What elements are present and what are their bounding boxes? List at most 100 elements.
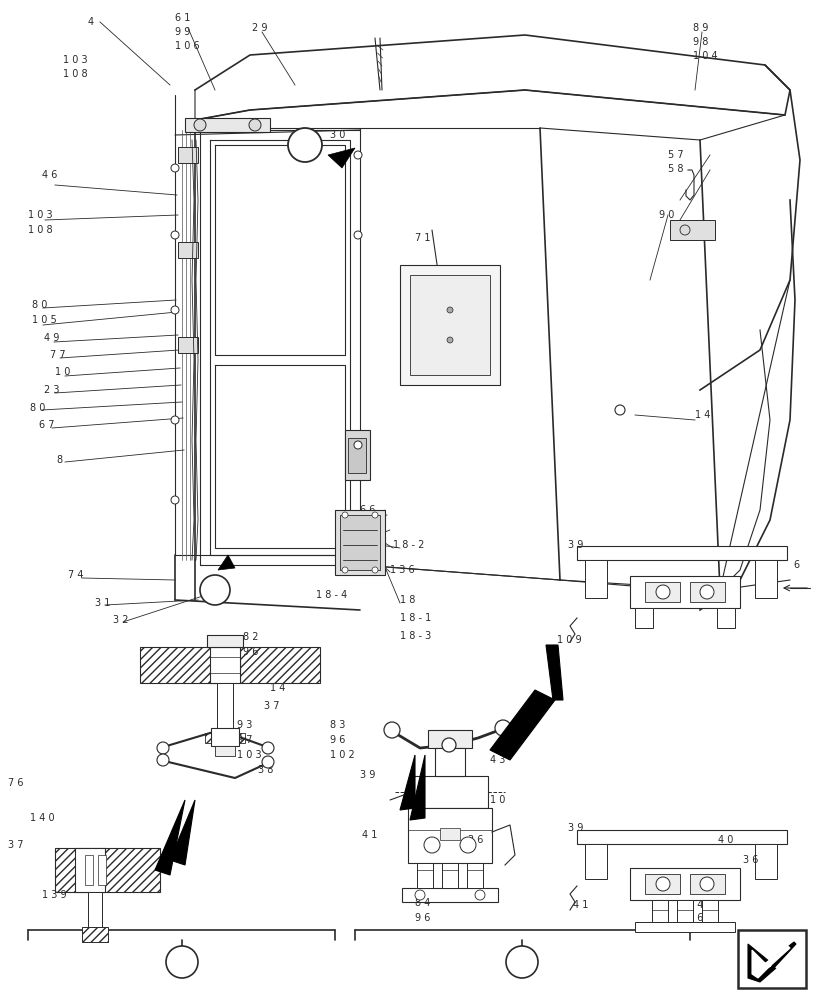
Bar	[630, 868, 740, 900]
Circle shape	[680, 225, 690, 235]
Bar	[585, 560, 607, 598]
Polygon shape	[400, 755, 415, 810]
Circle shape	[700, 877, 714, 891]
Bar	[635, 608, 653, 628]
Text: 1 8 - 3: 1 8 - 3	[400, 631, 431, 641]
Text: 1 0 3: 1 0 3	[63, 55, 87, 65]
Polygon shape	[752, 946, 790, 978]
Text: 8 9: 8 9	[693, 23, 708, 33]
Text: 1 0 9: 1 0 9	[557, 635, 582, 645]
Text: 1 4: 1 4	[270, 683, 286, 693]
Bar	[210, 647, 240, 683]
Text: 1 0: 1 0	[55, 367, 70, 377]
Text: 1 0 3: 1 0 3	[237, 750, 262, 760]
Text: 9 8: 9 8	[693, 37, 708, 47]
Circle shape	[615, 405, 625, 415]
Text: 1 8 - 2: 1 8 - 2	[393, 540, 424, 550]
Circle shape	[354, 231, 362, 239]
Circle shape	[171, 164, 179, 172]
Circle shape	[171, 306, 179, 314]
Text: 3 2: 3 2	[113, 615, 128, 625]
Bar	[645, 874, 680, 894]
Bar	[205, 733, 213, 743]
Bar	[402, 888, 498, 902]
Text: 1 4: 1 4	[695, 410, 711, 420]
Bar	[585, 844, 607, 879]
Bar	[98, 855, 106, 885]
Circle shape	[342, 512, 348, 518]
Circle shape	[342, 567, 348, 573]
Bar	[237, 733, 245, 743]
Bar	[635, 922, 735, 932]
Text: 6 7: 6 7	[39, 420, 55, 430]
Circle shape	[354, 151, 362, 159]
Text: 1 0 5: 1 0 5	[32, 315, 57, 325]
Text: 9 7: 9 7	[237, 735, 252, 745]
Text: 4: 4	[88, 17, 94, 27]
Bar	[88, 892, 102, 927]
Circle shape	[249, 119, 261, 131]
Text: 1 4 0: 1 4 0	[30, 813, 55, 823]
Text: 8 4: 8 4	[688, 900, 703, 910]
Bar	[215, 746, 235, 756]
Circle shape	[157, 742, 169, 754]
Text: 3 0: 3 0	[330, 130, 345, 140]
Text: 9 0: 9 0	[659, 210, 674, 220]
Text: E: E	[300, 138, 310, 152]
Circle shape	[194, 119, 206, 131]
Text: 6 6: 6 6	[360, 505, 375, 515]
Circle shape	[700, 585, 714, 599]
Text: 9 6: 9 6	[688, 913, 703, 923]
Bar	[690, 582, 725, 602]
Circle shape	[506, 946, 538, 978]
Bar	[178, 242, 198, 258]
Text: 1 8: 1 8	[400, 595, 415, 605]
Text: 1 8 - 4: 1 8 - 4	[316, 590, 348, 600]
Bar	[185, 118, 270, 132]
Bar	[211, 728, 239, 746]
Text: 1 3 6: 1 3 6	[390, 565, 415, 575]
Circle shape	[372, 512, 378, 518]
Text: 8: 8	[56, 455, 62, 465]
Circle shape	[447, 307, 453, 313]
Text: 8 4: 8 4	[415, 898, 430, 908]
Bar	[240, 647, 320, 683]
Text: 4 1: 4 1	[362, 830, 377, 840]
Circle shape	[354, 526, 362, 534]
Bar	[577, 830, 787, 844]
Text: 1 0 4: 1 0 4	[693, 51, 717, 61]
Text: 1 0 8: 1 0 8	[28, 225, 52, 235]
Bar	[738, 930, 806, 988]
Circle shape	[442, 738, 456, 752]
Bar	[755, 560, 777, 598]
Circle shape	[372, 567, 378, 573]
Text: 1 3 9: 1 3 9	[42, 890, 67, 900]
Text: 3 9: 3 9	[360, 770, 375, 780]
Bar	[400, 265, 500, 385]
Text: D: D	[177, 956, 187, 968]
Bar	[717, 608, 735, 628]
Bar	[577, 546, 787, 560]
Text: 5 8: 5 8	[668, 164, 684, 174]
Text: 5 7: 5 7	[668, 150, 684, 160]
Text: 3 1: 3 1	[95, 598, 110, 608]
Text: 1 0 8: 1 0 8	[63, 69, 87, 79]
Text: 7 7: 7 7	[50, 350, 65, 360]
Bar	[335, 510, 385, 575]
Text: 9 6: 9 6	[330, 735, 345, 745]
Circle shape	[262, 756, 274, 768]
Polygon shape	[170, 800, 195, 865]
Text: 3 6: 3 6	[743, 855, 758, 865]
Circle shape	[656, 585, 670, 599]
Text: 9 6: 9 6	[415, 913, 430, 923]
Text: 8 3: 8 3	[330, 720, 345, 730]
Circle shape	[495, 720, 511, 736]
Bar	[75, 848, 105, 892]
Polygon shape	[748, 942, 796, 982]
Bar	[442, 863, 458, 888]
Text: 4 6: 4 6	[42, 170, 57, 180]
Text: 2 9: 2 9	[252, 23, 268, 33]
Bar	[82, 927, 108, 942]
Text: 3 9: 3 9	[568, 823, 583, 833]
Bar	[677, 900, 693, 922]
